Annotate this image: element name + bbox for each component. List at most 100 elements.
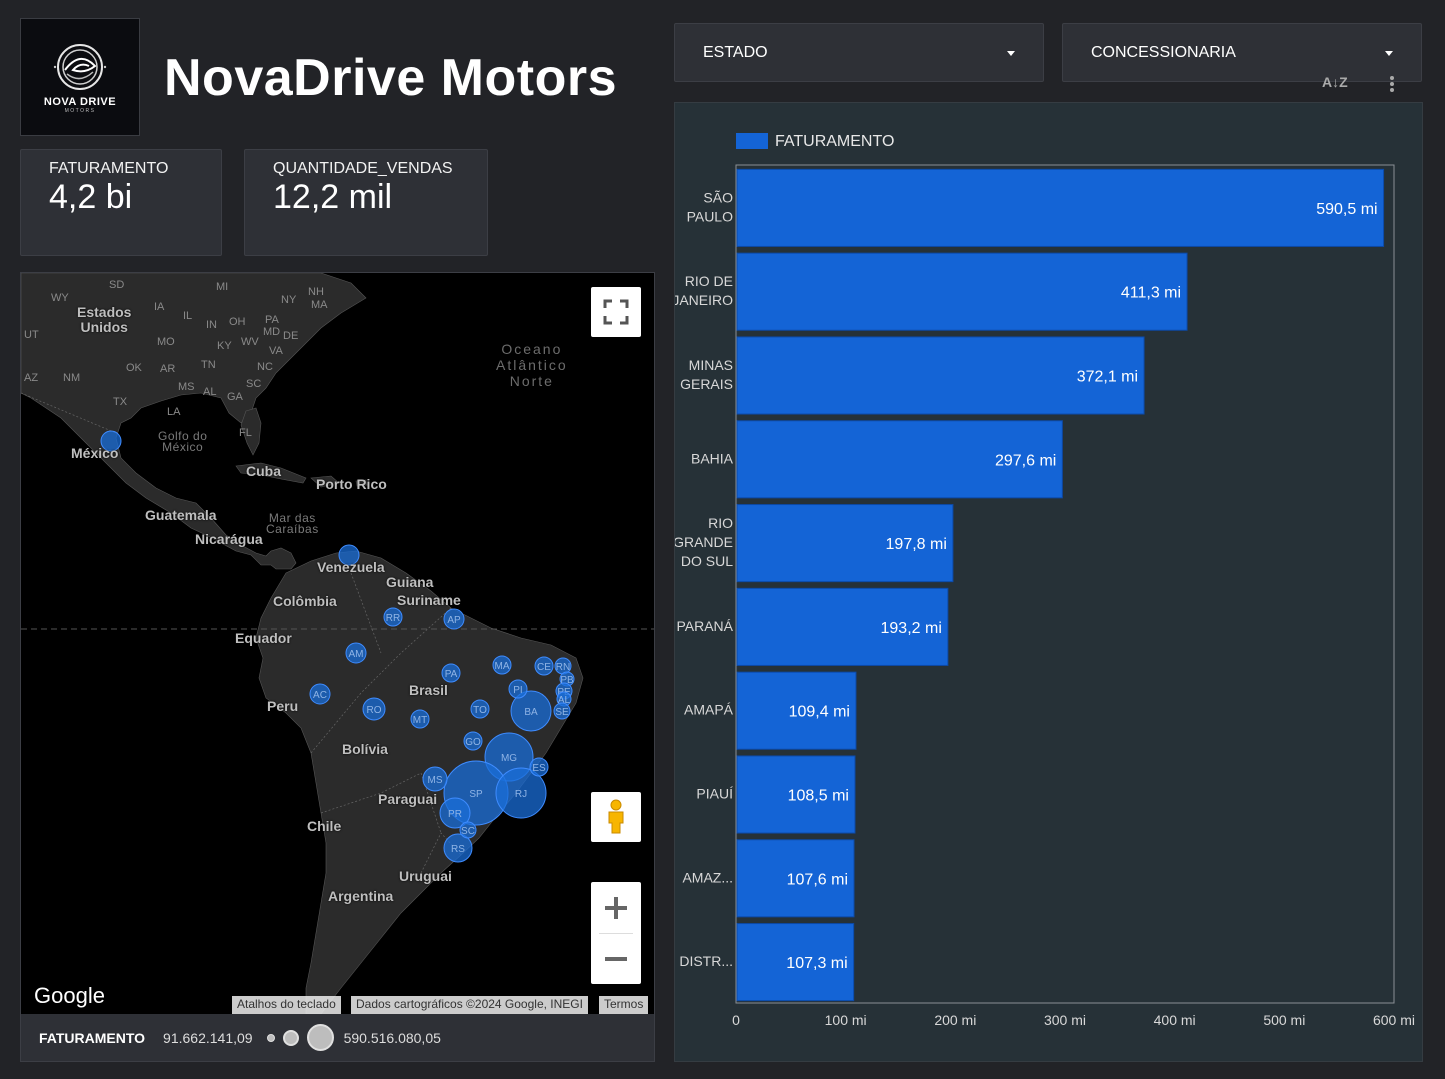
zoom-out-button[interactable] bbox=[591, 933, 641, 984]
bar[interactable] bbox=[736, 839, 855, 918]
bar-value-label: 197,8 mi bbox=[886, 536, 947, 553]
company-logo: NOVA DRIVE MOTORS bbox=[20, 18, 140, 136]
us-state-label: OK bbox=[126, 362, 143, 374]
map-label-guatemala: Guatemala bbox=[145, 507, 217, 523]
terms-link[interactable]: Termos bbox=[599, 996, 649, 1014]
map-bubble-label: MA bbox=[495, 661, 510, 672]
us-state-label: IN bbox=[206, 319, 217, 331]
plus-icon bbox=[605, 896, 627, 919]
bar-value-label: 107,3 mi bbox=[786, 955, 847, 972]
street-view-pegman-button[interactable] bbox=[591, 792, 641, 842]
concessionaria-filter-dropdown[interactable]: CONCESSIONARIA bbox=[1062, 23, 1422, 82]
us-state-label: AR bbox=[160, 363, 175, 375]
category-label: DISTR... bbox=[679, 953, 733, 969]
category-label: DO SUL bbox=[681, 553, 733, 569]
category-label: JANEIRO bbox=[675, 292, 733, 308]
us-state-label: MO bbox=[157, 336, 175, 348]
bar[interactable] bbox=[736, 252, 1188, 331]
us-state-label: UT bbox=[24, 329, 39, 341]
pegman-icon bbox=[608, 799, 624, 834]
legend-swatch bbox=[736, 133, 768, 149]
map-label-argentina: Argentina bbox=[328, 888, 394, 904]
category-label: PIAUÍ bbox=[696, 786, 733, 802]
more-options-icon[interactable] bbox=[1389, 76, 1395, 94]
keyboard-shortcuts-link[interactable]: Atalhos do teclado bbox=[232, 996, 341, 1014]
bar[interactable] bbox=[736, 420, 1063, 499]
kpi-card-quantidade-vendas: QUANTIDADE_VENDAS 12,2 mil bbox=[244, 149, 488, 256]
map-label-eua: Estados Unidos bbox=[77, 304, 132, 335]
bar-value-label: 107,6 mi bbox=[787, 871, 848, 888]
map-bubble-label: AC bbox=[313, 690, 327, 701]
map-bubble[interactable] bbox=[345, 642, 367, 664]
bar[interactable] bbox=[736, 336, 1145, 415]
map-label-mexico: México bbox=[71, 445, 119, 461]
zoom-in-button[interactable] bbox=[591, 882, 641, 933]
bar[interactable] bbox=[736, 671, 857, 750]
map-bubble[interactable] bbox=[100, 430, 122, 452]
bubble-map[interactable]: SD WY IA IL MI NY NH MA UT MO IN OH PA MD DE KY WV VA OK AR… bbox=[21, 273, 654, 1014]
kpi-value: 12,2 mil bbox=[273, 178, 393, 216]
map-bubble-label: RN bbox=[556, 662, 570, 673]
category-label: PAULO bbox=[687, 208, 734, 224]
map-bubble[interactable] bbox=[470, 699, 490, 719]
map-bubble[interactable] bbox=[463, 731, 483, 751]
map-bubble[interactable] bbox=[459, 821, 477, 839]
map-bubble[interactable] bbox=[338, 544, 360, 566]
map-bubble[interactable] bbox=[534, 656, 554, 676]
filter-label: ESTADO bbox=[703, 43, 768, 61]
bar-value-label: 411,3 mi bbox=[1121, 285, 1181, 302]
map-bubble[interactable] bbox=[508, 679, 528, 699]
sort-az-icon[interactable]: A↓Z bbox=[1322, 74, 1348, 90]
bar[interactable] bbox=[736, 168, 1385, 247]
map-bubble[interactable] bbox=[422, 766, 448, 792]
map-bubble-label: RJ bbox=[515, 789, 527, 800]
legend-dot-medium bbox=[282, 1029, 299, 1046]
map-label-oceano-atlantico: Oceano Atlântico Norte bbox=[496, 341, 568, 389]
caret-down-icon bbox=[1007, 51, 1015, 56]
map-bubble[interactable] bbox=[553, 702, 571, 720]
map-bubble-label: TO bbox=[473, 705, 487, 716]
map-bubble[interactable] bbox=[383, 607, 403, 627]
map-bubble[interactable] bbox=[410, 709, 430, 729]
fullscreen-button[interactable] bbox=[591, 287, 641, 337]
brand-emblem-icon bbox=[53, 44, 107, 90]
map-bubble[interactable] bbox=[362, 697, 386, 721]
filter-label: CONCESSIONARIA bbox=[1091, 43, 1236, 61]
map-bubble-label: CE bbox=[537, 662, 551, 673]
map-label-nicaragua: Nicarágua bbox=[195, 531, 263, 547]
map-label-paraguai: Paraguai bbox=[378, 791, 438, 807]
map-bubble[interactable] bbox=[529, 757, 549, 777]
estado-filter-dropdown[interactable]: ESTADO bbox=[674, 23, 1044, 82]
bar-value-label: 297,6 mi bbox=[995, 452, 1056, 469]
map-bubble[interactable] bbox=[510, 690, 552, 732]
x-tick-label: 200 mi bbox=[934, 1012, 976, 1028]
category-label: RIO DE bbox=[685, 273, 733, 289]
map-bubble-label: ES bbox=[532, 763, 546, 774]
bar[interactable] bbox=[736, 923, 855, 1002]
us-state-label: MD bbox=[263, 326, 280, 338]
map-bubble[interactable] bbox=[441, 663, 461, 683]
map-bubble-label: AP bbox=[447, 615, 461, 626]
x-tick-label: 400 mi bbox=[1154, 1012, 1196, 1028]
map-bubble[interactable] bbox=[439, 797, 471, 829]
bar[interactable] bbox=[736, 504, 954, 583]
map-label-golfo-mexico: Golfo do México bbox=[158, 429, 208, 454]
bar[interactable] bbox=[736, 755, 856, 834]
category-label: RIO bbox=[708, 515, 733, 531]
kpi-label: FATURAMENTO bbox=[49, 160, 169, 177]
map-bubble[interactable] bbox=[495, 767, 547, 819]
category-label: AMAZ... bbox=[682, 869, 733, 885]
bar[interactable] bbox=[736, 587, 949, 666]
bar-value-label: 590,5 mi bbox=[1316, 201, 1377, 218]
legend-min-value: 91.662.141,09 bbox=[163, 1029, 253, 1046]
us-state-label: NC bbox=[257, 361, 273, 373]
us-state-label: SC bbox=[246, 378, 261, 390]
map-bubble-label: PR bbox=[448, 809, 462, 820]
map-label-chile: Chile bbox=[307, 818, 342, 834]
map-bubble[interactable] bbox=[492, 655, 512, 675]
map-bubble-label: MG bbox=[501, 753, 517, 764]
map-bubble[interactable] bbox=[443, 608, 465, 630]
map-bubble[interactable] bbox=[309, 683, 331, 705]
map-bubble[interactable] bbox=[443, 833, 473, 863]
